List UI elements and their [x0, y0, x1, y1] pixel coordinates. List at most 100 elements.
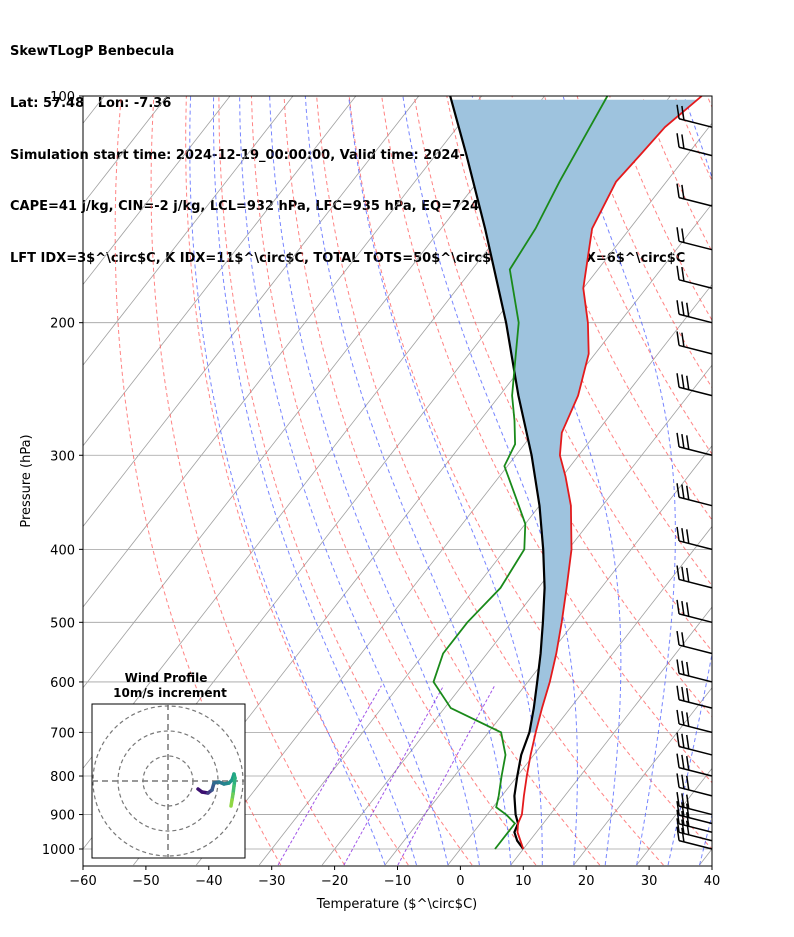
y-tick-label: 900	[50, 809, 75, 824]
wind-barb-flag	[676, 373, 680, 388]
wind-barb	[676, 133, 713, 157]
dry-adiabat	[772, 96, 794, 865]
wind-barb-flag	[686, 794, 690, 809]
wind-barb-flag	[681, 484, 685, 499]
wind-barb-shaft	[678, 814, 713, 825]
wind-barb-flag	[681, 528, 685, 543]
x-tick-label: −50	[132, 874, 159, 889]
moist-adiabat	[189, 96, 386, 866]
wind-barb-shaft	[678, 805, 713, 816]
title: SkewTLogP Benbecula	[10, 44, 175, 60]
wind-barb-flag	[686, 712, 690, 727]
wind-barb-flag	[681, 301, 685, 316]
wind-barb-flag	[686, 734, 690, 750]
hodograph-trace	[196, 772, 237, 808]
parcel-line	[449, 96, 546, 850]
wind-barb-flag	[676, 331, 680, 346]
wind-barb	[676, 709, 713, 734]
wind-barb-flag	[676, 659, 680, 674]
y-tick-label: 300	[50, 449, 75, 464]
wind-barb-flag	[686, 435, 690, 450]
wind-barb	[676, 818, 713, 842]
wind-barb-flag	[681, 827, 685, 842]
location: Lat: 57.48 Lon: -7.36	[10, 96, 172, 111]
y-tick-label: 500	[50, 616, 75, 631]
wind-barb-flag	[676, 753, 680, 768]
wind-barb-flag	[676, 432, 680, 447]
wind-barb	[676, 753, 713, 777]
wind-barb	[676, 773, 713, 797]
wind-barb-flag	[676, 227, 680, 242]
wind-barb-flag	[681, 802, 685, 817]
wind-barb-flag	[681, 566, 685, 581]
wind-barb	[676, 432, 713, 456]
wind-barb-flag	[686, 302, 690, 317]
hodograph-subtitle: 10m/s increment	[113, 686, 227, 700]
isotherm-line	[510, 606, 712, 866]
wind-barb-shaft	[678, 540, 713, 551]
wind-barb-shaft	[678, 839, 713, 850]
wind-barb-flag	[676, 773, 680, 788]
wind-barb-flag	[676, 526, 680, 542]
wind-barb-flag	[676, 800, 680, 816]
wind-barb-flag	[676, 599, 680, 615]
wind-barb-flag	[676, 630, 680, 646]
isotherm-line	[636, 767, 712, 866]
y-ticks: 100 200 300 400 500 600 700 800 900 1000	[42, 90, 83, 858]
temperature-line	[516, 96, 703, 850]
wind-barb-flag	[676, 732, 680, 747]
moist-adiabat	[699, 813, 712, 866]
x-tick-label: −40	[195, 874, 222, 889]
wind-barb-flag	[686, 688, 690, 703]
x-tick-label: 20	[578, 874, 595, 889]
x-tick-label: 30	[641, 874, 658, 889]
wind-barb-flag	[681, 660, 685, 675]
mixing-ratio-line	[343, 685, 445, 866]
wind-barb-flag	[681, 793, 685, 808]
wind-barb-flag	[681, 632, 685, 647]
wind-barb-shaft	[678, 672, 713, 683]
moist-adiabat	[213, 96, 417, 866]
isotherm-line	[83, 96, 105, 124]
moist-adiabat	[348, 96, 543, 865]
wind-barb	[676, 599, 713, 624]
dry-adiabat	[641, 96, 712, 253]
wind-barb-flag	[676, 809, 680, 824]
x-tick-label: 10	[515, 874, 532, 889]
wind-barb-flag	[686, 755, 690, 771]
wind-barb-flag	[676, 818, 680, 833]
wind-barb-shaft	[678, 496, 713, 507]
isotherm-line	[83, 96, 357, 447]
wind-barb	[676, 483, 713, 507]
dry-adiabat	[446, 96, 712, 652]
cape-area	[451, 99, 698, 733]
wind-barb-flag	[676, 183, 680, 198]
wind-barb-flag	[686, 775, 690, 791]
x-ticks: −60 −50 −40 −30 −20 −10 0 10 20 30 40	[69, 866, 720, 889]
dry-adiabat	[114, 96, 282, 866]
moist-adiabat	[402, 96, 578, 865]
isotherm-line	[83, 96, 231, 286]
hodograph-segment	[229, 798, 234, 808]
wind-barb-flag	[676, 565, 680, 580]
wind-barb-shaft	[678, 823, 713, 833]
wind-barb-flag	[686, 567, 690, 583]
wind-barb-flag	[681, 105, 685, 121]
isotherm-line	[573, 687, 712, 866]
y-tick-label: 200	[50, 317, 75, 332]
dry-adiabat	[381, 96, 712, 784]
wind-barb-shaft	[678, 146, 713, 157]
wind-barb-flag	[676, 133, 680, 148]
moist-adiabat	[304, 96, 512, 866]
dry-adiabat	[706, 96, 712, 109]
x-tick-label: −10	[384, 874, 411, 889]
wind-barb	[676, 826, 713, 850]
dry-adiabat	[283, 96, 601, 866]
mixing-ratio-line	[277, 685, 382, 866]
wind-barb-shaft	[678, 344, 713, 355]
wind-barb	[676, 265, 713, 289]
dry-adiabat	[348, 96, 712, 850]
wind-barb-flag	[681, 332, 685, 347]
wind-barb-shaft	[678, 196, 713, 207]
x-tick-label: −60	[69, 874, 96, 889]
